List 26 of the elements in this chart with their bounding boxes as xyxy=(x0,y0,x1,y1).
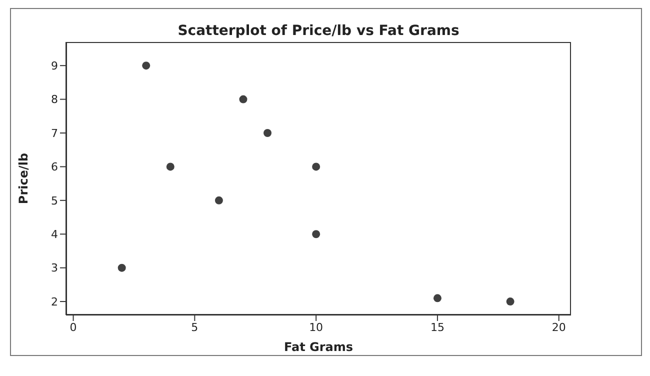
point xyxy=(214,196,223,204)
x-tick-label: 5 xyxy=(191,320,198,334)
chart-title: Scatterplot of Price/lb vs Fat Grams xyxy=(176,23,460,39)
point xyxy=(166,162,174,171)
x-tick-label: 0 xyxy=(70,320,77,334)
point xyxy=(312,230,320,238)
point xyxy=(264,129,272,137)
y-tick-label: 5 xyxy=(51,194,58,208)
x-tick-label: 15 xyxy=(430,320,444,334)
y-tick-label: 9 xyxy=(51,60,58,72)
point xyxy=(118,264,126,272)
y-axis-title: Price/lb xyxy=(16,152,30,204)
x-tick-label: 10 xyxy=(309,320,324,334)
y-tick-label: 8 xyxy=(51,93,58,106)
point xyxy=(312,162,320,171)
y-tick-label: 2 xyxy=(51,295,58,308)
point xyxy=(142,62,150,70)
point xyxy=(433,294,442,302)
point xyxy=(239,95,248,104)
y-tick-label: 7 xyxy=(51,126,58,140)
y-tick-label: 3 xyxy=(51,262,58,275)
x-tick-label: 20 xyxy=(552,320,566,334)
y-tick-label: 4 xyxy=(51,228,58,242)
x-axis-title: Fat Grams xyxy=(284,340,354,354)
y-tick-label: 6 xyxy=(51,160,58,174)
point xyxy=(506,298,514,306)
